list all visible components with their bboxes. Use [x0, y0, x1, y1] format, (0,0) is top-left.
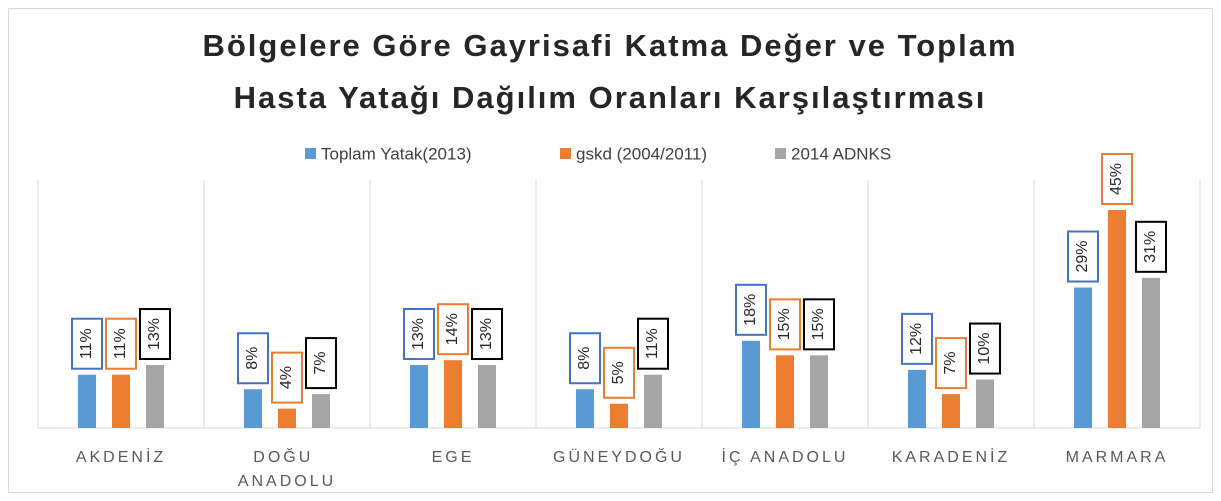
- bar: [942, 394, 960, 428]
- legend-label: 2014 ADNKS: [791, 144, 891, 163]
- x-tick-label: DOĞU ANADOLU: [238, 447, 336, 490]
- chart-title: Bölgelere Göre Gayrisafi Katma Değer ve …: [202, 28, 1017, 63]
- bar: [908, 369, 926, 428]
- value-label-box: [1067, 230, 1099, 283]
- value-label: 13%: [478, 318, 495, 350]
- value-label-box: [901, 312, 933, 365]
- value-label-box: [637, 317, 669, 370]
- value-label-box: [305, 337, 337, 390]
- bar: [244, 389, 262, 428]
- bar: [312, 394, 330, 428]
- value-label-box: [735, 283, 767, 336]
- legend-swatch: [305, 148, 316, 159]
- x-tick-label: EGE: [432, 449, 475, 466]
- bar: [644, 374, 662, 428]
- value-label: 13%: [146, 318, 163, 350]
- value-label: 11%: [112, 328, 129, 359]
- value-label-box: [271, 351, 303, 404]
- x-tick-label: MARMARA: [1066, 449, 1169, 466]
- bar: [146, 365, 164, 428]
- legend-label: Toplam Yatak(2013): [321, 144, 472, 163]
- value-label: 11%: [644, 328, 661, 359]
- value-label: 13%: [410, 318, 427, 350]
- bar: [410, 365, 428, 428]
- value-label-box: [1101, 153, 1133, 205]
- value-label-box: [803, 298, 835, 351]
- value-label: 31%: [1142, 231, 1159, 263]
- value-label-box: [71, 317, 103, 370]
- value-label-box: [105, 317, 137, 370]
- value-label-box: [769, 298, 801, 351]
- value-label-box: [237, 332, 269, 385]
- x-tick-label: AKDENİZ: [76, 447, 166, 466]
- bar: [976, 379, 994, 428]
- bar: [444, 360, 462, 428]
- value-label: 5%: [610, 361, 627, 384]
- value-label: 14%: [444, 313, 461, 345]
- value-label: 8%: [576, 347, 593, 370]
- bar: [576, 389, 594, 428]
- bar: [610, 403, 628, 428]
- value-label: 45%: [1108, 163, 1125, 195]
- value-label-box: [603, 346, 635, 399]
- value-label: 18%: [742, 294, 759, 326]
- bar: [742, 340, 760, 428]
- value-label-box: [969, 322, 1001, 375]
- value-label: 11%: [78, 328, 95, 359]
- legend-swatch: [775, 148, 786, 159]
- value-label-box: [403, 308, 435, 361]
- bar: [1108, 210, 1126, 428]
- value-label-box: [471, 308, 503, 361]
- value-label: 7%: [312, 352, 329, 375]
- value-label-box: [437, 303, 469, 356]
- x-tick-label: KARADENİZ: [892, 447, 1011, 466]
- legend-swatch: [560, 148, 571, 159]
- value-label-box: [935, 337, 967, 390]
- bar: [78, 374, 96, 428]
- value-label: 15%: [776, 308, 793, 340]
- value-label: 12%: [908, 323, 925, 355]
- bar: [1142, 277, 1160, 428]
- value-label: 29%: [1074, 240, 1091, 272]
- legend-label: gskd (2004/2011): [576, 144, 707, 163]
- chart-title: Hasta Yatağı Dağılım Oranları Karşılaştı…: [234, 80, 987, 115]
- x-tick-label: İÇ ANADOLU: [722, 447, 849, 466]
- bar: [112, 374, 130, 428]
- bar: [478, 365, 496, 428]
- bar: [810, 355, 828, 428]
- value-label: 4%: [278, 366, 295, 389]
- value-label-box: [1135, 220, 1167, 273]
- value-label-box: [569, 332, 601, 385]
- bar: [1074, 287, 1092, 428]
- value-label-box: [139, 308, 171, 361]
- bar: [776, 355, 794, 428]
- value-label: 10%: [976, 333, 993, 365]
- value-label: 7%: [942, 352, 959, 375]
- value-label: 15%: [810, 308, 827, 340]
- bar: [278, 408, 296, 428]
- x-tick-label: GÜNEYDOĞU: [553, 447, 685, 466]
- value-label: 8%: [244, 347, 261, 370]
